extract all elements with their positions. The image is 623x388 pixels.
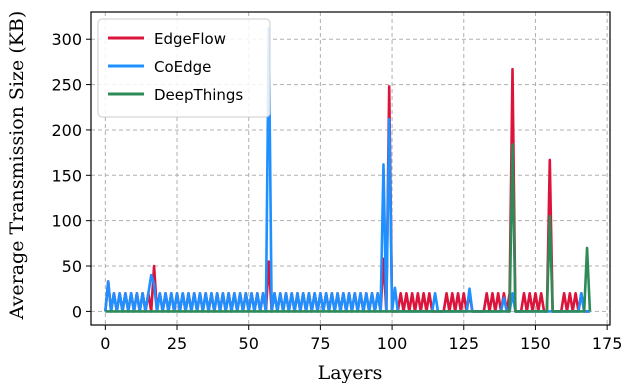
y-tick-label: 150	[51, 166, 82, 185]
legend-label-deepthings: DeepThings	[154, 86, 243, 104]
x-axis-ticks: 0 25 50 75 100 125 150 175	[100, 325, 622, 353]
y-tick-label: 300	[51, 30, 82, 49]
x-axis-label: Layers	[318, 362, 383, 383]
y-tick-label: 100	[51, 212, 82, 231]
legend-label-edgeflow: EdgeFlow	[154, 30, 226, 48]
x-tick-label: 75	[310, 334, 330, 353]
series-lines	[104, 27, 592, 313]
legend-label-coedge: CoEdge	[154, 58, 211, 76]
y-axis-label: Average Transmission Size (KB)	[6, 11, 28, 321]
x-tick-label: 175	[592, 334, 623, 353]
y-axis-ticks: 0 50 100 150 200 250 300	[51, 30, 91, 321]
x-tick-label: 150	[520, 334, 551, 353]
x-tick-label: 100	[377, 334, 408, 353]
x-tick-label: 0	[100, 334, 110, 353]
y-tick-label: 0	[72, 302, 82, 321]
x-tick-label: 50	[239, 334, 259, 353]
y-tick-label: 250	[51, 76, 82, 95]
x-tick-label: 125	[448, 334, 479, 353]
y-tick-label: 50	[62, 257, 82, 276]
legend: EdgeFlow CoEdge DeepThings	[97, 18, 271, 118]
y-tick-label: 200	[51, 121, 82, 140]
series-line-deepthings	[105, 143, 592, 313]
x-tick-label: 25	[167, 334, 187, 353]
plot-frame	[90, 11, 611, 326]
